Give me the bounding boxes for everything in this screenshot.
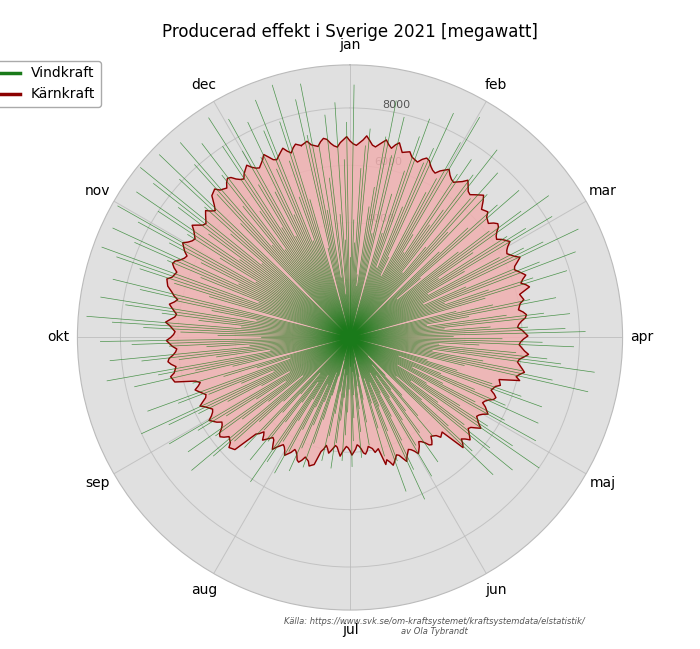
Text: Källa: https://www.svk.se/om-kraftsystemet/kraftsystemdata/elstatistik/
av Ola T: Källa: https://www.svk.se/om-kraftsystem… [284,617,584,636]
Legend: Vindkraft, Kärnkraft: Vindkraft, Kärnkraft [0,61,101,107]
Text: Producerad effekt i Sverige 2021 [megawatt]: Producerad effekt i Sverige 2021 [megawa… [162,23,538,41]
Polygon shape [166,136,529,466]
